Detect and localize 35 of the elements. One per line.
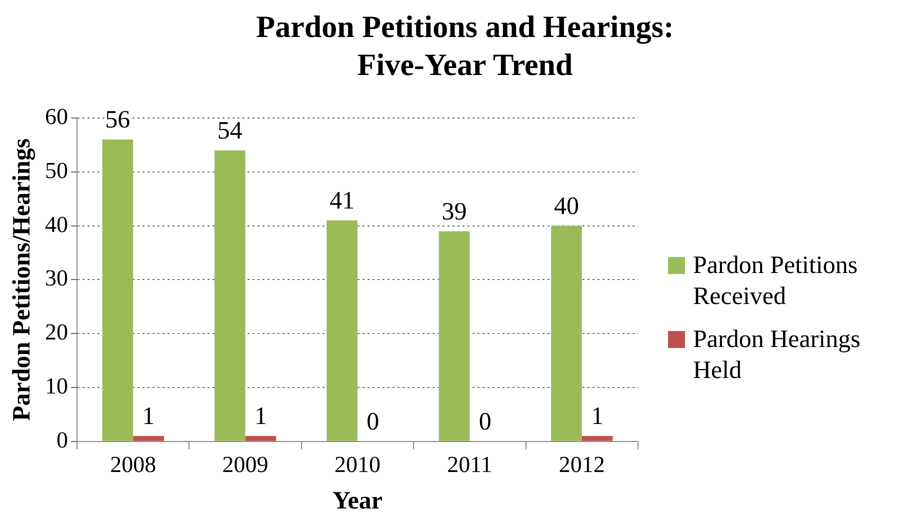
y-tick-label: 50 bbox=[45, 158, 68, 183]
bar bbox=[102, 140, 134, 441]
y-tick-label: 40 bbox=[45, 212, 68, 237]
data-label: 1 bbox=[254, 403, 267, 430]
data-label: 56 bbox=[105, 106, 130, 134]
bar bbox=[326, 220, 358, 441]
y-tick-label: 60 bbox=[45, 104, 68, 130]
legend-label: Pardon Hearings Held bbox=[693, 325, 862, 386]
data-label: 54 bbox=[217, 117, 243, 144]
x-tick-label: 2009 bbox=[222, 452, 268, 478]
x-tick-label: 2008 bbox=[110, 452, 156, 478]
bar bbox=[133, 436, 164, 441]
bar bbox=[214, 150, 246, 441]
y-tick-label: 10 bbox=[45, 374, 68, 399]
bar bbox=[438, 231, 470, 441]
y-tick-label: 30 bbox=[45, 266, 68, 291]
y-tick-label: 20 bbox=[45, 320, 68, 345]
data-label: 40 bbox=[554, 192, 579, 220]
x-tick-label: 2012 bbox=[558, 452, 605, 478]
x-axis-title: Year bbox=[332, 487, 382, 514]
legend-label: Pardon Petitions Received bbox=[693, 251, 859, 312]
x-tick-label: 2010 bbox=[334, 452, 380, 478]
bar bbox=[245, 436, 276, 441]
data-label: 0 bbox=[366, 408, 380, 436]
data-label: 39 bbox=[442, 198, 467, 226]
data-label: 1 bbox=[591, 403, 604, 430]
data-label: 41 bbox=[330, 187, 355, 214]
chart-title: Pardon Petitions and Hearings: Five-Year Trend bbox=[255, 8, 675, 84]
bar bbox=[582, 436, 613, 441]
x-tick-label: 2011 bbox=[447, 452, 492, 478]
data-label: 0 bbox=[478, 408, 492, 436]
bar bbox=[551, 226, 582, 441]
y-tick-label: 0 bbox=[56, 427, 68, 452]
y-axis-title: Pardon Petitions/Hearings bbox=[8, 138, 36, 422]
data-label: 1 bbox=[142, 403, 155, 430]
